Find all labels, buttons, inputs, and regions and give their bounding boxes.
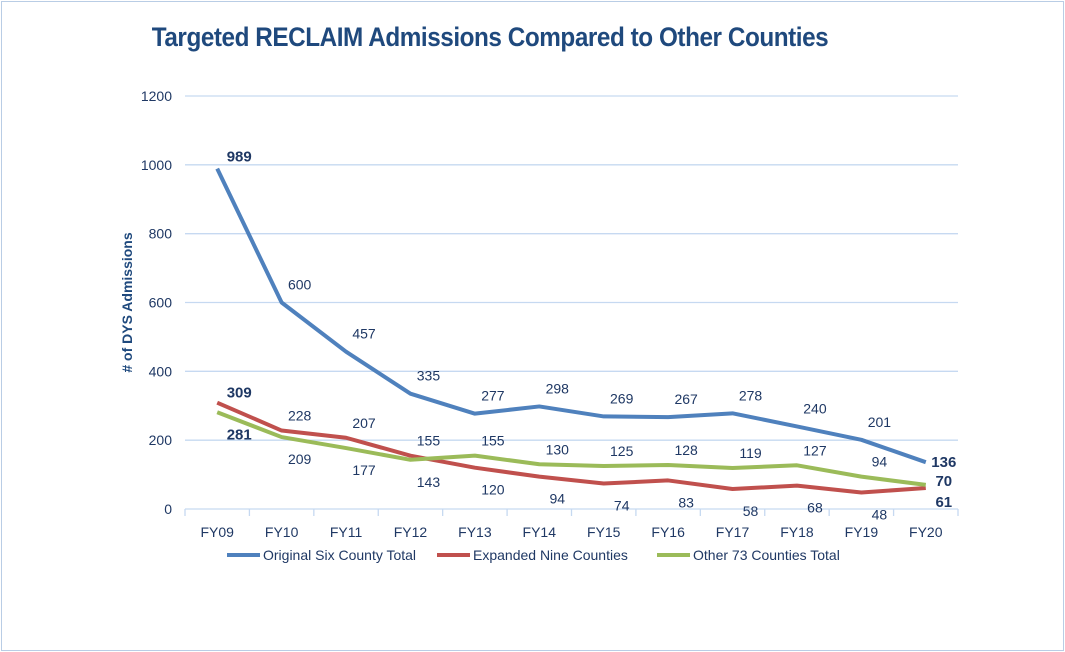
x-tick-label: FY13 bbox=[458, 524, 492, 540]
data-label: 68 bbox=[807, 500, 823, 516]
x-tick-label: FY09 bbox=[200, 524, 234, 540]
chart-title: Targeted RECLAIM Admissions Compared to … bbox=[151, 22, 829, 52]
data-label: 228 bbox=[288, 408, 312, 424]
data-label: 94 bbox=[872, 454, 888, 470]
y-tick-label: 400 bbox=[149, 363, 173, 379]
data-label: 209 bbox=[288, 451, 312, 467]
data-label: 309 bbox=[227, 385, 252, 402]
y-tick-label: 800 bbox=[149, 226, 173, 242]
x-tick-label: FY19 bbox=[845, 524, 879, 540]
data-label: 143 bbox=[417, 474, 441, 490]
y-tick-label: 200 bbox=[149, 432, 173, 448]
data-label: 155 bbox=[481, 433, 505, 449]
data-label: 298 bbox=[546, 380, 570, 396]
x-tick-label: FY17 bbox=[716, 524, 750, 540]
data-label: 58 bbox=[743, 503, 759, 519]
data-label: 155 bbox=[417, 433, 441, 449]
legend-label: Original Six County Total bbox=[263, 547, 416, 563]
data-label: 600 bbox=[288, 277, 312, 293]
series-line bbox=[215, 167, 927, 465]
x-tick-label: FY14 bbox=[523, 524, 557, 540]
x-tick-label: FY15 bbox=[587, 524, 621, 540]
data-label: 277 bbox=[481, 388, 505, 404]
y-tick-label: 1200 bbox=[141, 88, 172, 104]
legend-label: Other 73 Counties Total bbox=[693, 547, 840, 563]
legend-label: Expanded Nine Counties bbox=[473, 547, 628, 563]
x-tick-label: FY16 bbox=[651, 524, 685, 540]
data-label: 128 bbox=[674, 442, 698, 458]
data-label: 125 bbox=[610, 443, 634, 459]
data-label: 201 bbox=[868, 414, 892, 430]
y-tick-label: 0 bbox=[164, 501, 172, 517]
data-label: 989 bbox=[227, 149, 252, 166]
data-label: 207 bbox=[352, 415, 376, 431]
data-label: 120 bbox=[481, 482, 505, 498]
data-label: 240 bbox=[803, 400, 827, 416]
series-line bbox=[216, 400, 926, 495]
data-label: 177 bbox=[352, 462, 376, 478]
data-label: 281 bbox=[227, 426, 252, 443]
series-line bbox=[216, 410, 927, 487]
y-tick-label: 600 bbox=[149, 295, 173, 311]
y-tick-label: 1000 bbox=[141, 157, 172, 173]
data-label: 335 bbox=[417, 368, 441, 384]
data-label: 130 bbox=[546, 441, 570, 457]
data-label: 278 bbox=[739, 387, 763, 403]
y-axis-label: # of DYS Admissions bbox=[119, 232, 135, 373]
data-label: 70 bbox=[935, 473, 952, 490]
data-label: 136 bbox=[931, 454, 956, 471]
data-label: 48 bbox=[872, 506, 888, 522]
data-label: 83 bbox=[678, 494, 694, 510]
data-label: 269 bbox=[610, 390, 634, 406]
data-label: 119 bbox=[739, 445, 762, 461]
x-tick-label: FY11 bbox=[330, 524, 363, 540]
x-tick-label: FY10 bbox=[265, 524, 299, 540]
data-label: 457 bbox=[352, 326, 376, 342]
data-label: 61 bbox=[935, 494, 952, 511]
data-label: 127 bbox=[803, 442, 827, 458]
x-tick-label: FY20 bbox=[909, 524, 943, 540]
x-tick-label: FY18 bbox=[780, 524, 814, 540]
data-label: 94 bbox=[550, 491, 566, 507]
data-label: 74 bbox=[614, 498, 630, 514]
x-tick-label: FY12 bbox=[394, 524, 428, 540]
data-label: 267 bbox=[674, 391, 698, 407]
